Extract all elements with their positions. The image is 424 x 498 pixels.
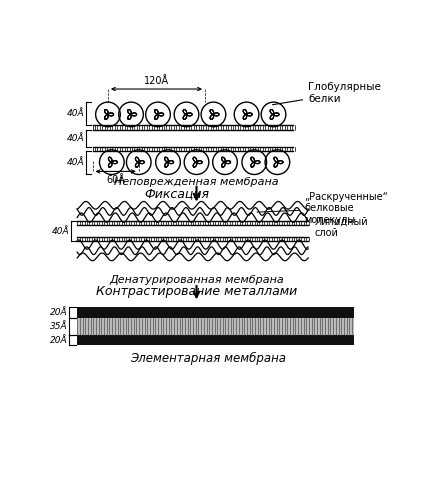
Bar	[77, 307, 354, 318]
Text: 40Å: 40Å	[67, 158, 85, 167]
Text: Денатурированная мембрана: Денатурированная мембрана	[109, 275, 284, 285]
Text: Фиксация: Фиксация	[145, 187, 210, 200]
Bar	[77, 318, 354, 335]
Text: 60Å: 60Å	[106, 175, 125, 185]
Text: Элементарная мембрана: Элементарная мембрана	[130, 352, 286, 365]
Text: 20Å: 20Å	[50, 308, 68, 317]
Text: 40Å: 40Å	[67, 134, 85, 143]
Bar	[77, 335, 354, 346]
Text: „Раскрученные“
белковые
молекулы: „Раскрученные“ белковые молекулы	[257, 192, 388, 225]
Text: Глобулярные
белки: Глобулярные белки	[272, 82, 381, 105]
Text: Контрастирование металлами: Контрастирование металлами	[96, 285, 297, 298]
Text: 120Å: 120Å	[144, 76, 169, 86]
Text: Неповрежденная мембрана: Неповрежденная мембрана	[114, 177, 279, 187]
Text: 20Å: 20Å	[50, 336, 68, 345]
Text: 40Å: 40Å	[52, 227, 70, 236]
Text: 35Å: 35Å	[50, 322, 68, 331]
Text: Липидный
слой: Липидный слой	[314, 217, 368, 238]
Text: 40Å: 40Å	[67, 109, 85, 118]
